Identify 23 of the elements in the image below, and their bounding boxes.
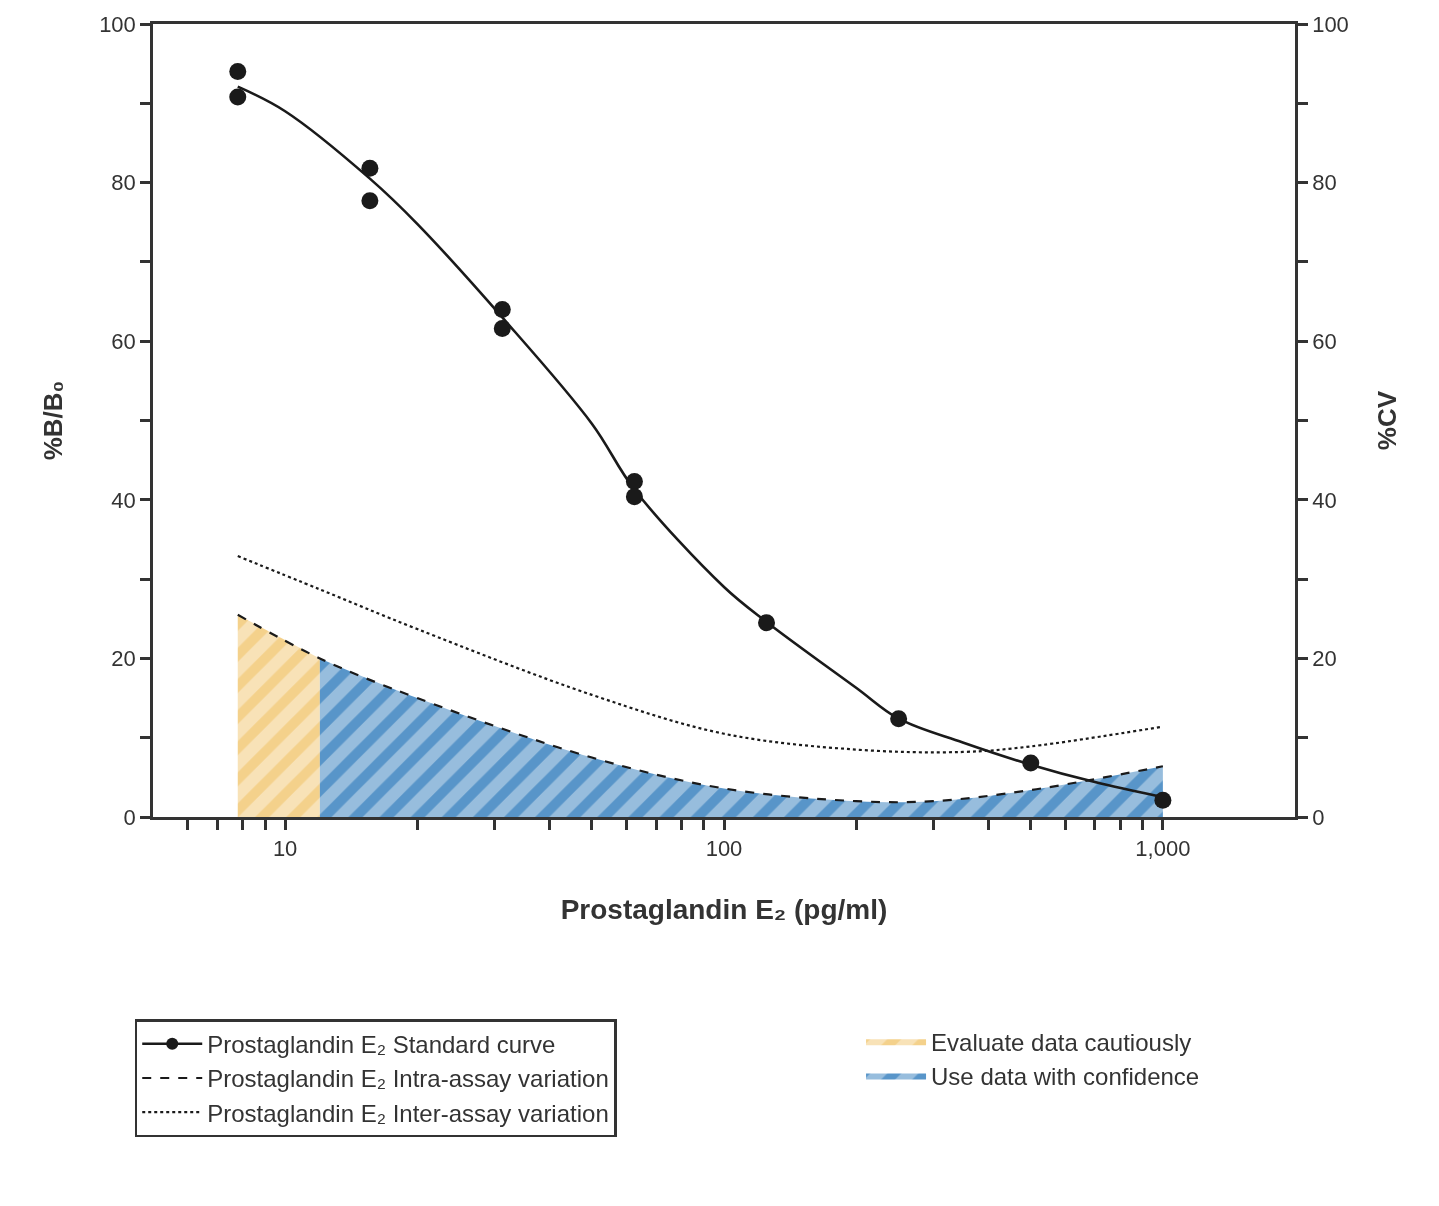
x-axis-title: Prostaglandin E₂ (pg/ml)	[560, 894, 888, 926]
y2-tick-label: 80	[1312, 170, 1337, 196]
y-tick-label: 0	[123, 804, 136, 830]
y2-tick-label: 0	[1312, 804, 1325, 830]
x-tick-label: 10	[272, 836, 298, 862]
y-tick-label: 60	[111, 328, 136, 354]
legend-label: Prostaglandin E₂ Intra-assay variation	[207, 1065, 609, 1093]
y-tick-label: 80	[111, 170, 136, 196]
y2-tick-label: 40	[1312, 487, 1337, 513]
y2-tick-label: 100	[1312, 11, 1349, 37]
legend-label: Prostaglandin E₂ Standard curve	[207, 1031, 556, 1059]
y2-axis-title: %CV	[1371, 390, 1402, 451]
legend-label: Evaluate data cautiously	[931, 1028, 1192, 1056]
legend-label: Prostaglandin E₂ Inter-assay variation	[207, 1099, 609, 1127]
y-tick-label: 20	[111, 646, 136, 672]
x-tick-label: 100	[705, 836, 743, 862]
y-tick-label: 100	[99, 11, 136, 37]
y2-tick-label: 60	[1312, 328, 1337, 354]
legend-label: Use data with confidence	[931, 1062, 1200, 1090]
y-axis-title: %B/B₀	[37, 380, 68, 461]
y2-tick-label: 20	[1312, 646, 1337, 672]
x-tick-label: 1,000	[1135, 836, 1191, 862]
y-tick-label: 40	[111, 487, 136, 513]
